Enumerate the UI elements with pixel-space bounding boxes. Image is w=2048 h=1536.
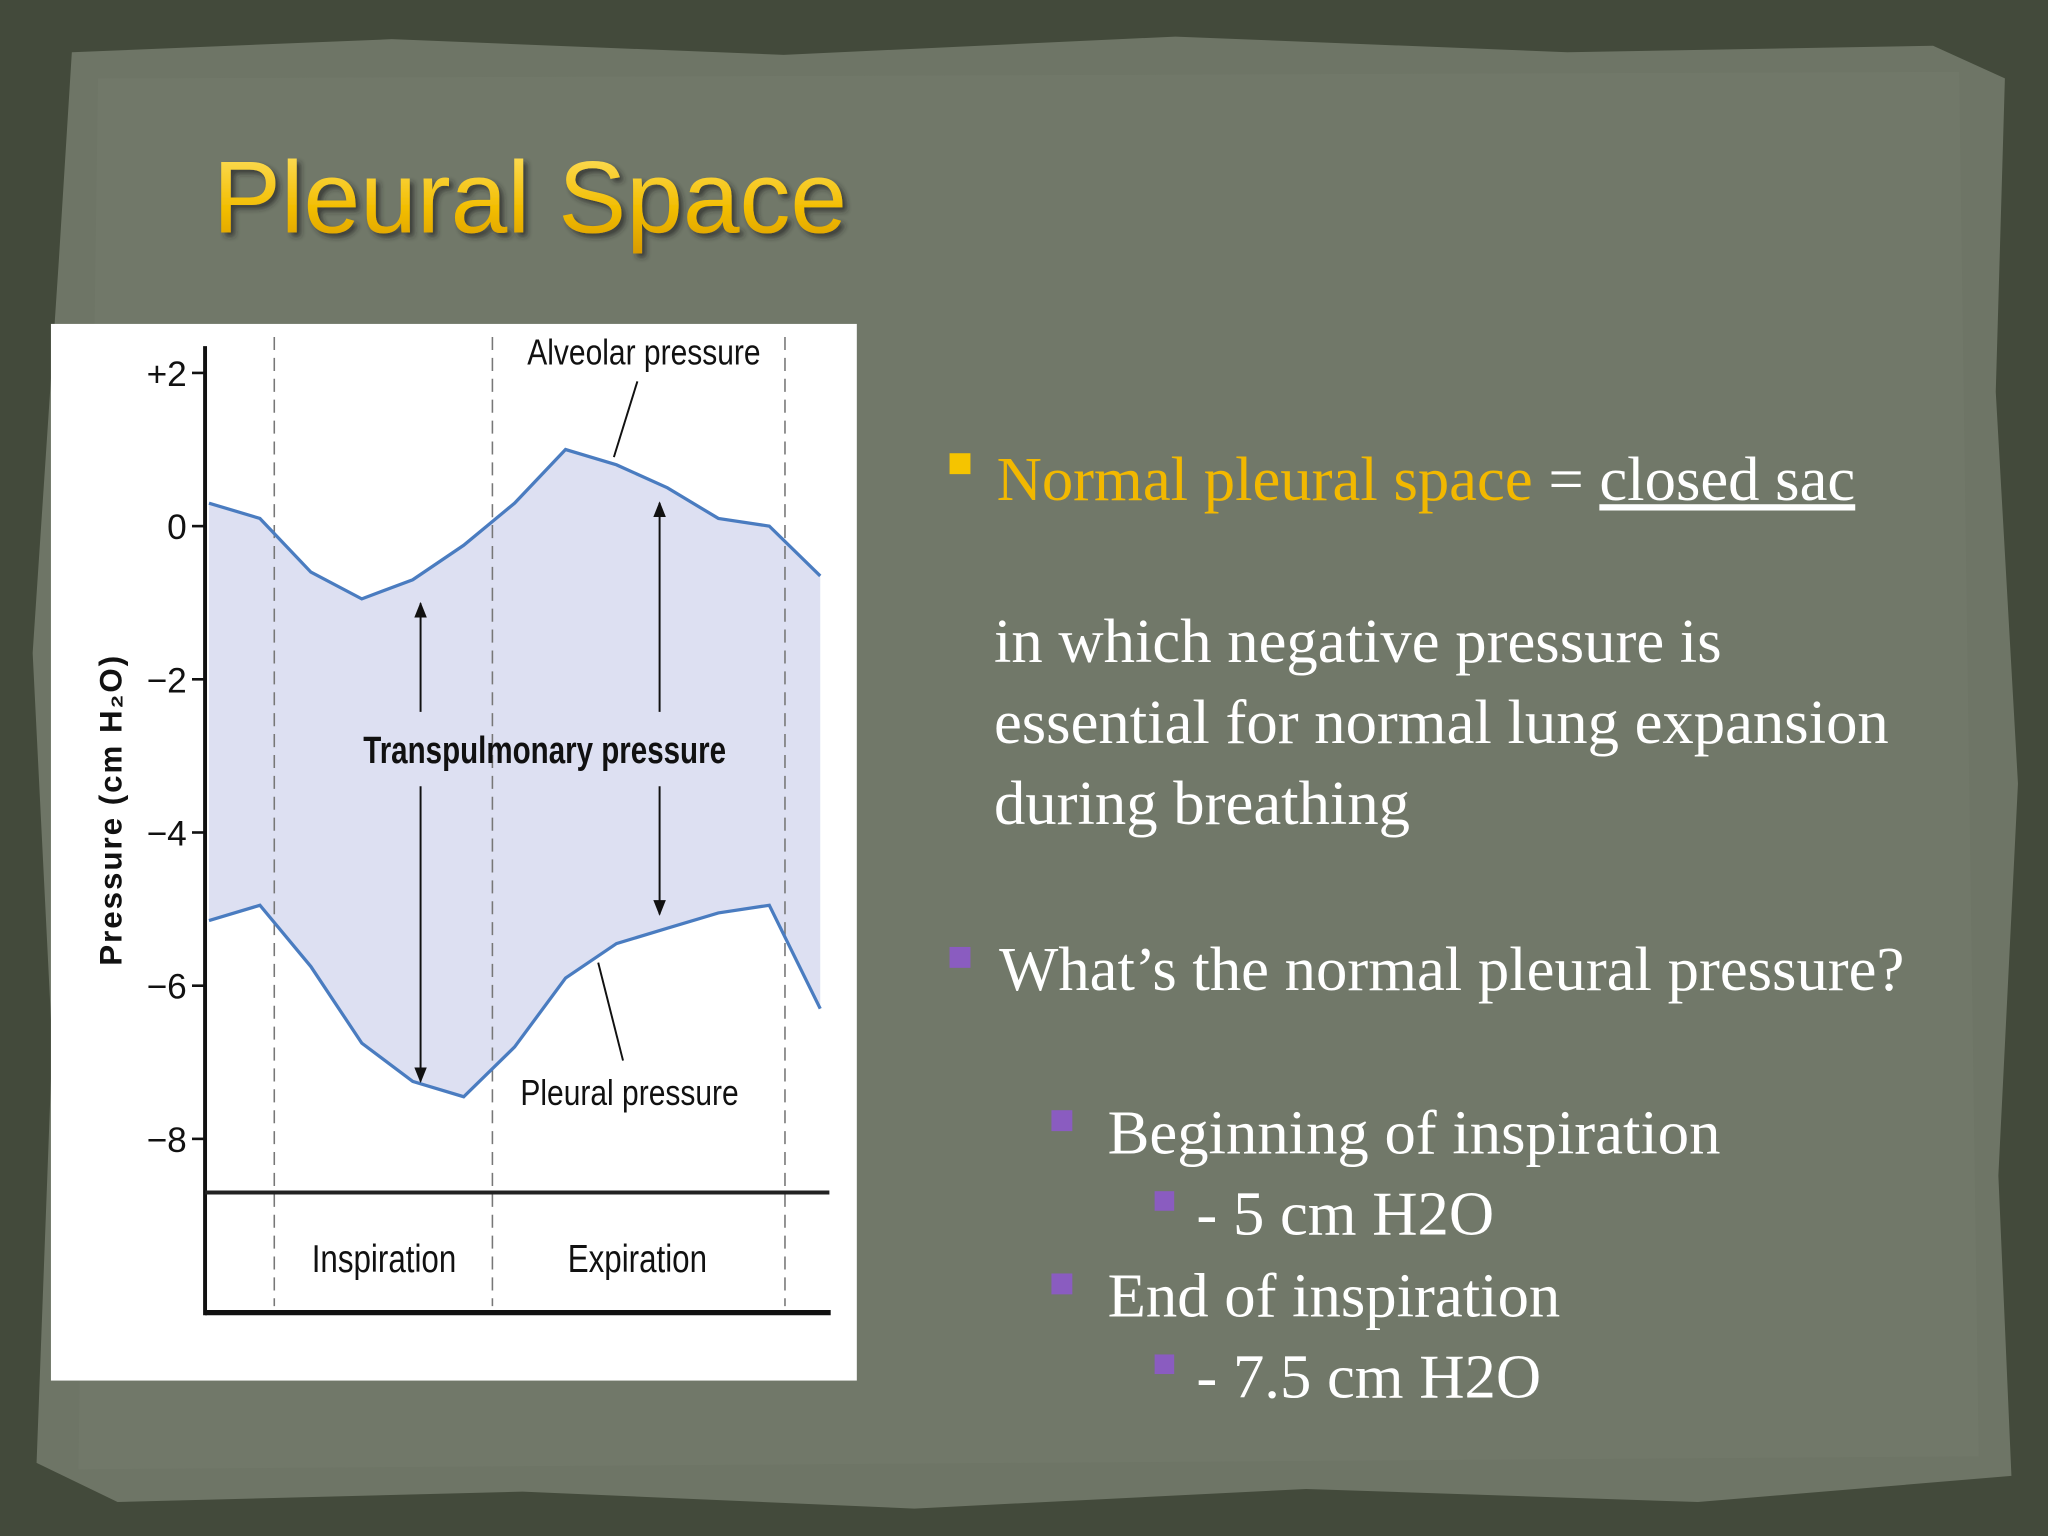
bullet-marker <box>949 946 971 968</box>
body-line: in which negative pressure is <box>994 606 1722 676</box>
y-tick-label: 0 <box>167 508 187 547</box>
connector: = <box>1548 444 1583 514</box>
y-tick-label: −4 <box>147 815 187 854</box>
series-label: Pleural pressure <box>520 1073 738 1113</box>
y-tick-label: +2 <box>147 355 187 394</box>
leader-line <box>597 962 624 1061</box>
bullet-text: End of inspiration <box>1108 1261 1561 1331</box>
y-tick-label: −2 <box>147 661 187 700</box>
body-line: essential for normal lung expansion <box>994 687 1889 757</box>
phase-label: Inspiration <box>312 1237 457 1281</box>
bullet-marker <box>949 453 971 475</box>
y-tick-label: −8 <box>147 1121 187 1160</box>
link-text: closed sac <box>1599 444 1855 514</box>
annotation: Transpulmonary pressure <box>363 729 726 771</box>
y-axis-label: Pressure (cm H₂O) <box>93 654 128 966</box>
series-label: Alveolar pressure <box>527 333 760 373</box>
bullet-text: What’s the normal pleural pressure? <box>999 934 1904 1004</box>
bullet-marker <box>1154 1354 1175 1375</box>
figure: +2 0 −2 −4 −6 −8 Pressure (cm H₂O) Alveolar pre… <box>93 333 831 1316</box>
y-tick-label: −6 <box>147 968 187 1007</box>
bullet-text: Beginning of inspiration <box>1108 1097 1721 1167</box>
bullet-text: Normal pleural space = closed sac <box>997 444 1856 514</box>
series-line <box>208 447 822 601</box>
bullet-marker <box>1154 1191 1175 1211</box>
slide-title: Pleural Space <box>213 140 847 254</box>
bullet-marker <box>1051 1110 1073 1132</box>
bullet-text: - 5 cm H2O <box>1196 1178 1494 1248</box>
leader-line <box>612 381 639 458</box>
series-line <box>208 903 822 1099</box>
body-line: during breathing <box>994 768 1410 838</box>
highlight: Normal pleural space <box>997 444 1533 514</box>
bullet-text: - 7.5 cm H2O <box>1196 1342 1541 1412</box>
phase-label: Expiration <box>568 1237 707 1281</box>
transpulmonary-band <box>208 449 821 1097</box>
bullet-marker <box>1051 1273 1073 1295</box>
